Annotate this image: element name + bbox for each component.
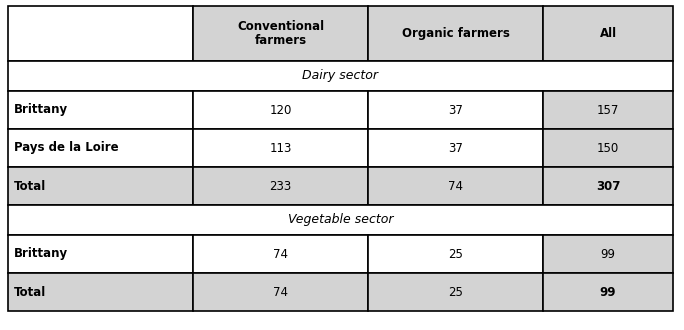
Text: Dairy sector: Dairy sector: [302, 70, 378, 82]
Text: Brittany: Brittany: [14, 104, 68, 116]
Bar: [368, 6, 543, 61]
Text: 99: 99: [600, 285, 616, 299]
Bar: [193, 167, 368, 205]
Bar: [8, 235, 193, 273]
Text: 74: 74: [273, 285, 288, 299]
Bar: [368, 273, 543, 311]
Bar: [8, 91, 193, 129]
Bar: [368, 167, 543, 205]
Text: 157: 157: [597, 104, 619, 116]
Text: Total: Total: [14, 285, 47, 299]
Bar: [368, 129, 543, 167]
Bar: [368, 91, 543, 129]
Text: Brittany: Brittany: [14, 248, 68, 260]
Bar: [8, 205, 673, 235]
Text: 120: 120: [269, 104, 291, 116]
Bar: [193, 273, 368, 311]
Text: 37: 37: [448, 142, 463, 154]
Text: Pays de la Loire: Pays de la Loire: [14, 142, 118, 154]
Text: Conventional
farmers: Conventional farmers: [237, 19, 324, 48]
Text: 307: 307: [596, 180, 620, 192]
Bar: [8, 273, 193, 311]
Bar: [543, 235, 673, 273]
Bar: [368, 235, 543, 273]
Bar: [193, 6, 368, 61]
Text: All: All: [599, 27, 616, 40]
Text: 74: 74: [448, 180, 463, 192]
Bar: [543, 129, 673, 167]
Text: 25: 25: [448, 285, 463, 299]
Bar: [543, 273, 673, 311]
Text: Organic farmers: Organic farmers: [402, 27, 510, 40]
Bar: [8, 6, 193, 61]
Text: 74: 74: [273, 248, 288, 260]
Bar: [8, 129, 193, 167]
Text: 150: 150: [597, 142, 619, 154]
Bar: [193, 129, 368, 167]
Text: Total: Total: [14, 180, 47, 192]
Text: 37: 37: [448, 104, 463, 116]
Bar: [543, 167, 673, 205]
Bar: [8, 61, 673, 91]
Bar: [543, 91, 673, 129]
Bar: [8, 167, 193, 205]
Text: 113: 113: [269, 142, 291, 154]
Bar: [543, 6, 673, 61]
Text: Vegetable sector: Vegetable sector: [288, 214, 393, 226]
Bar: [193, 91, 368, 129]
Bar: [193, 235, 368, 273]
Text: 99: 99: [601, 248, 616, 260]
Text: 25: 25: [448, 248, 463, 260]
Text: 233: 233: [269, 180, 291, 192]
